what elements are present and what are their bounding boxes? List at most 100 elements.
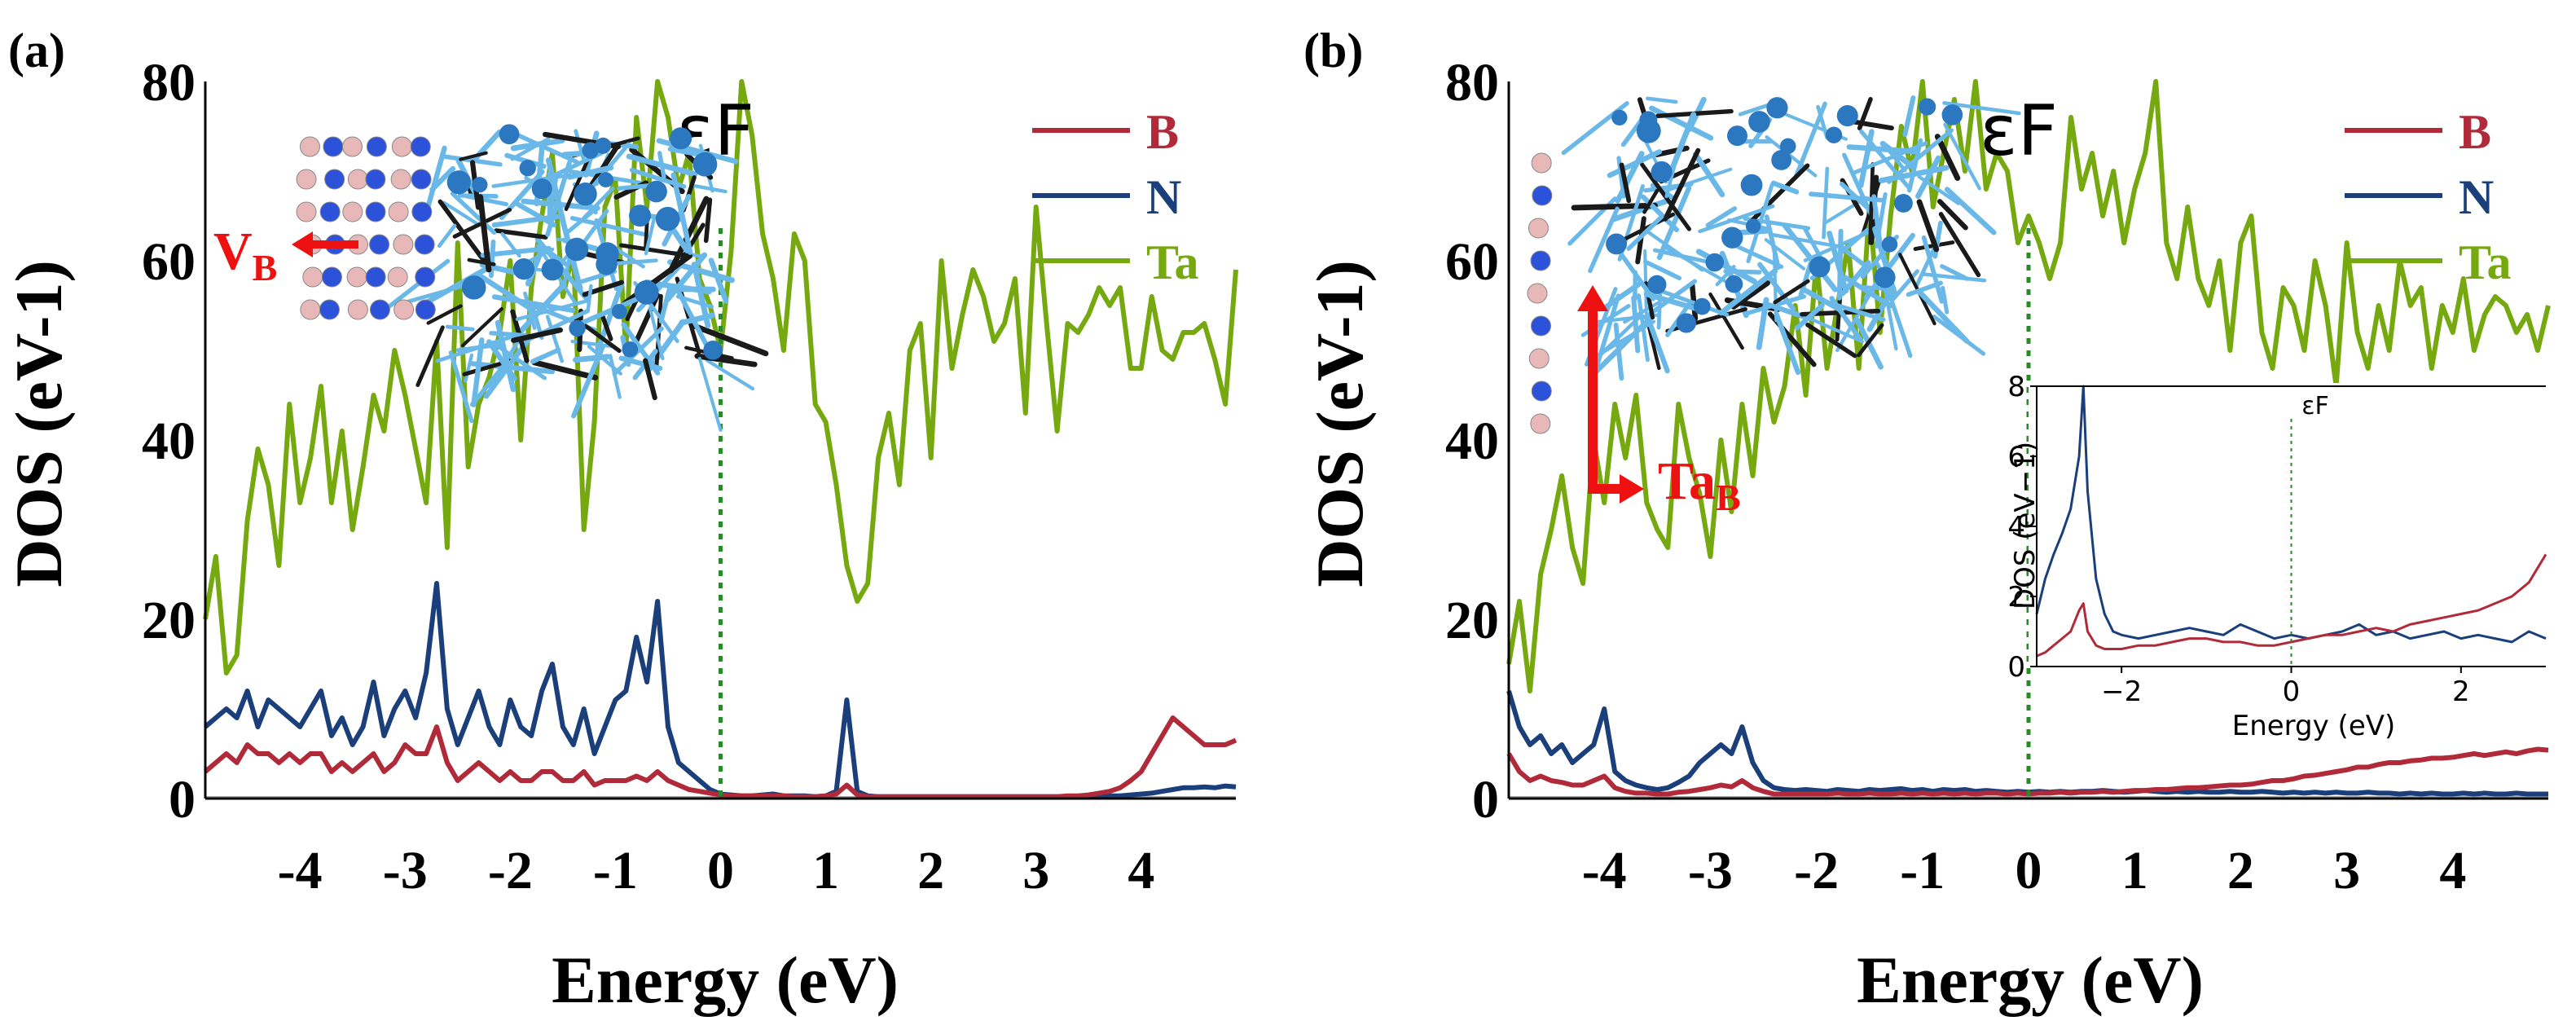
structure-atom-n <box>365 169 386 190</box>
structure-bond <box>1917 289 1970 344</box>
structure-bond <box>510 130 579 165</box>
structure-bond <box>572 354 610 363</box>
structure-bond <box>1845 249 1871 271</box>
structure-bond <box>511 327 563 343</box>
structure-bond <box>1594 315 1653 374</box>
structure-bond <box>1941 285 1950 315</box>
structure-atom-n <box>365 266 386 288</box>
structure-bond <box>1730 280 1770 310</box>
structure-bond <box>1718 268 1778 316</box>
structure-bond <box>1916 199 1940 253</box>
panel-a-axes <box>204 81 1236 800</box>
substitution-arrow <box>1588 293 1621 494</box>
x-tick-label: -1 <box>1900 841 1945 900</box>
structure-atom-n <box>414 234 435 255</box>
structure-bond <box>531 359 599 381</box>
structure-bond <box>618 243 689 257</box>
structure-atom-b <box>390 169 411 190</box>
structure-bond <box>1857 323 1884 358</box>
x-tick-label: 0 <box>2283 675 2301 708</box>
structure-bond <box>1878 165 1950 183</box>
y-tick-label: 40 <box>142 411 196 471</box>
structure-bond <box>494 228 548 240</box>
structure-atom-n <box>1530 250 1551 271</box>
structure-bond <box>1571 202 1658 211</box>
x-tick-label: -3 <box>383 841 428 900</box>
structure-atom-ta <box>531 178 552 200</box>
x-tick-label: -2 <box>488 841 533 900</box>
structure-atom-ta <box>1809 256 1831 278</box>
structure-bond <box>426 304 463 325</box>
y-tick-label: 2 <box>2007 581 2025 614</box>
vacancy-label-sub: B <box>253 247 278 288</box>
vacancy-arrowhead <box>292 231 313 257</box>
structure-bond <box>1588 206 1620 274</box>
structure-atom-b <box>393 234 414 255</box>
structure-bond <box>1826 231 1849 294</box>
y-tick-label: 60 <box>1445 232 1499 292</box>
structure-bond <box>523 291 537 330</box>
structure-atom-b <box>299 136 320 157</box>
structure-bond <box>477 194 492 273</box>
substitution-label: Ta <box>1658 451 1716 511</box>
structure-bond <box>545 160 572 237</box>
structure-bond <box>1822 166 1830 240</box>
y-tick-label: 20 <box>142 591 196 650</box>
structure-bond <box>1764 214 1781 271</box>
structure-bond <box>1652 286 1730 317</box>
structure-atom-ta <box>1881 236 1898 253</box>
panel-a-label: (a) <box>8 24 65 77</box>
legend-label-b: B <box>2459 105 2491 159</box>
inset-x-tick-labels: −2 0 2 <box>2101 667 2470 708</box>
structure-bond <box>1805 323 1857 359</box>
y-tick-label: 0 <box>2007 651 2025 684</box>
structure-bond <box>708 257 729 304</box>
structure-bond <box>586 284 593 314</box>
panel-b-label: (b) <box>1303 24 1363 77</box>
panel-a-y-axis-label: DOS (eV-1) <box>2 260 76 587</box>
structure-atom-ta <box>1740 174 1763 196</box>
structure-bond <box>1698 204 1775 234</box>
structure-bond <box>491 213 561 228</box>
structure-atom-ta <box>1836 105 1858 127</box>
structure-atom-ta <box>1766 97 1788 119</box>
structure-atom-b <box>1530 413 1551 434</box>
structure-bond <box>1800 313 1865 344</box>
structure-bond <box>459 151 488 161</box>
structure-atom-n <box>415 266 436 288</box>
structure-bond <box>1665 167 1733 192</box>
structure-bond <box>1746 183 1774 264</box>
y-tick-label: 0 <box>1472 770 1499 829</box>
x-tick-label: 4 <box>1128 841 1154 900</box>
structure-bond <box>658 284 673 324</box>
structure-atom-ta <box>703 341 723 360</box>
structure-bond <box>1692 152 1725 198</box>
structure-bond <box>545 157 566 225</box>
structure-bond <box>450 191 497 235</box>
structure-bond <box>582 186 615 220</box>
structure-bond <box>665 252 708 303</box>
structure-atom-n <box>366 136 387 157</box>
structure-bond <box>1620 253 1655 301</box>
panel-b-y-tick-labels: 0 20 40 60 80 <box>1445 53 1499 829</box>
panel-a-crystal-structure-image <box>296 124 769 432</box>
structure-bond <box>415 325 445 388</box>
structure-bond <box>626 153 698 178</box>
structure-atom-ta <box>565 237 589 262</box>
structure-atom-ta <box>1636 118 1661 143</box>
structure-bond <box>489 331 528 338</box>
structure-atom-ta <box>1893 193 1913 213</box>
panel-a-legend: BN Ta <box>1032 105 1199 289</box>
structure-bond <box>460 306 503 348</box>
structure-bond <box>1644 313 1670 374</box>
structure-atom-ta <box>634 279 659 305</box>
y-tick-label: 80 <box>142 53 196 112</box>
structure-bond <box>608 354 622 399</box>
structure-atom-ta <box>598 172 613 187</box>
series-line-b <box>2036 553 2547 658</box>
inset-fermi-label: εF <box>2301 392 2328 420</box>
structure-bond <box>445 324 475 332</box>
structure-atom-n <box>319 201 341 222</box>
structure-atom-ta <box>596 242 619 266</box>
